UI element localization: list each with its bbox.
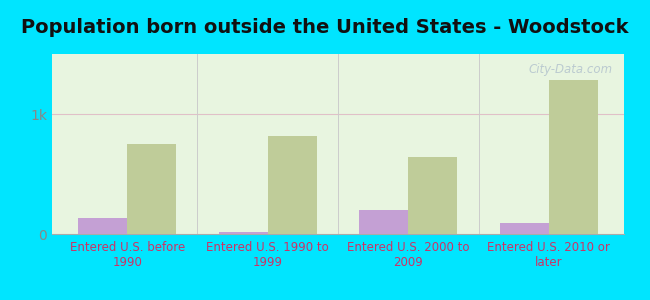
Bar: [218, 232, 268, 234]
Text: City-Data.com: City-Data.com: [528, 63, 612, 76]
Bar: [127, 144, 176, 234]
Bar: [549, 80, 598, 234]
Bar: [359, 210, 408, 234]
Bar: [500, 223, 549, 234]
Text: Population born outside the United States - Woodstock: Population born outside the United State…: [21, 18, 629, 37]
Bar: [408, 157, 458, 234]
Bar: [268, 136, 317, 234]
Bar: [78, 218, 127, 234]
